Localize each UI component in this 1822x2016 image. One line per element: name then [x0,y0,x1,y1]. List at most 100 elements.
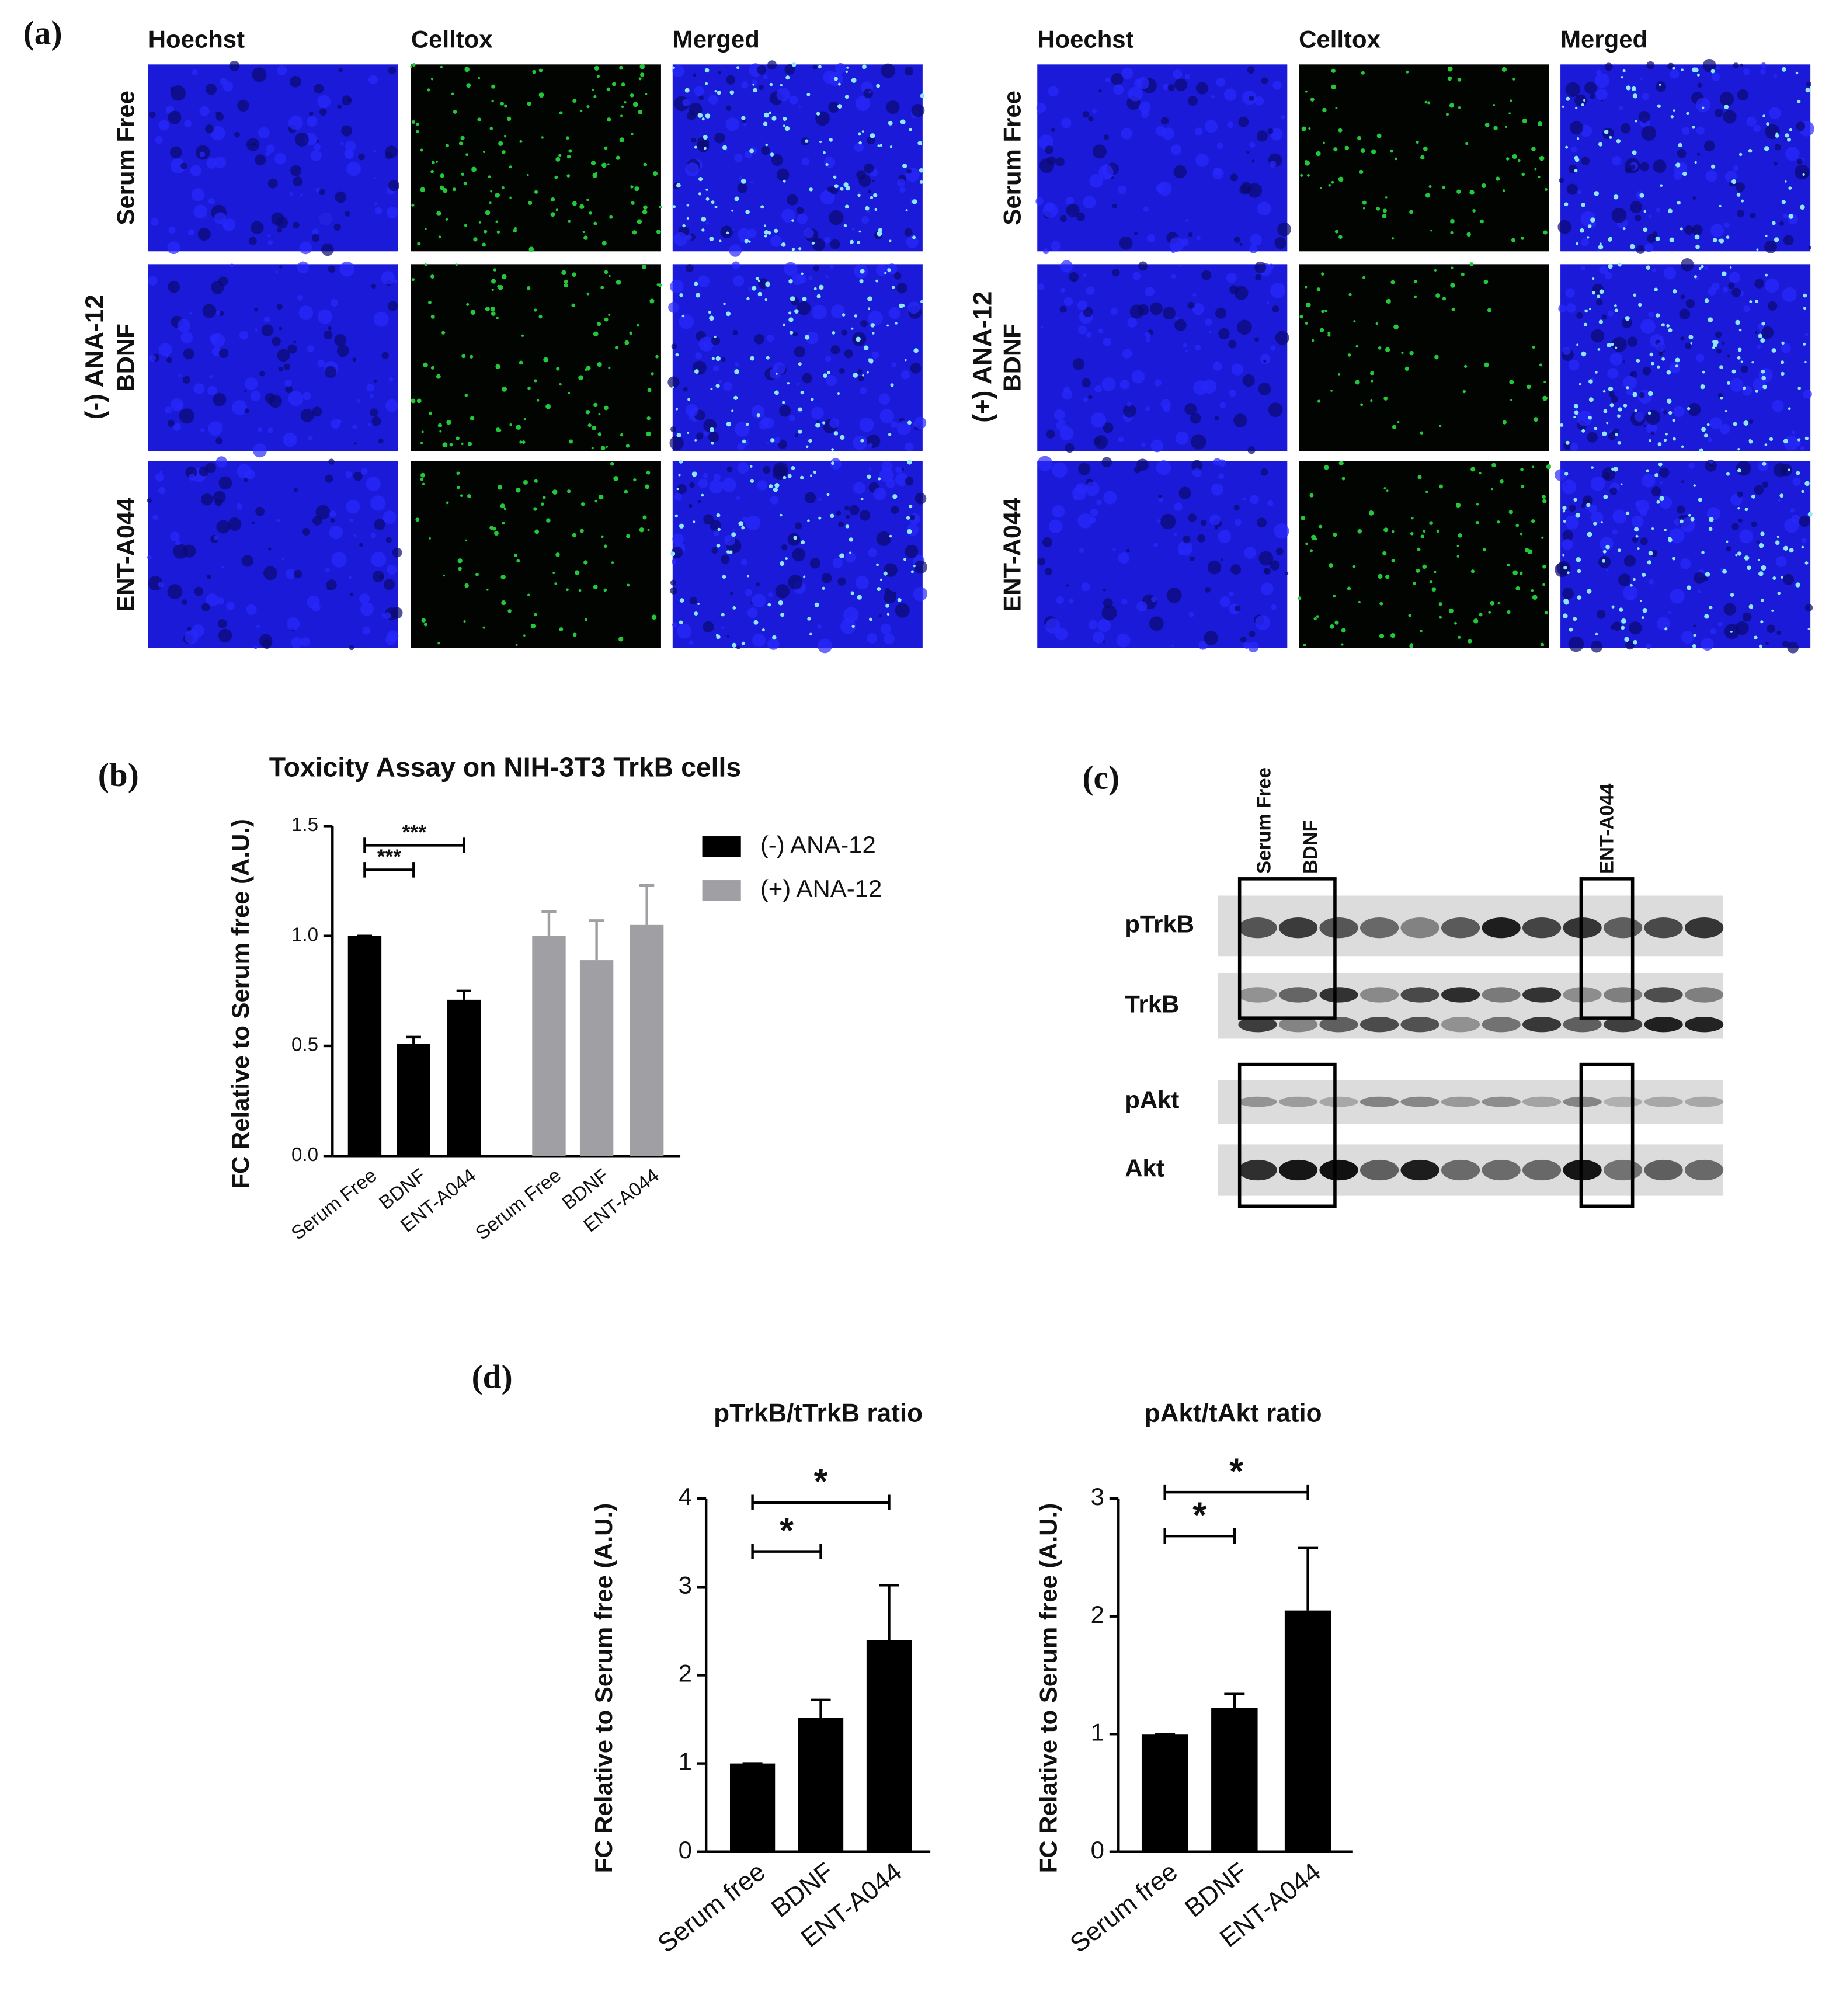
texture [387,564,397,575]
dot [1458,106,1461,109]
dot [1775,540,1780,545]
dot [865,206,870,211]
micrograph [1037,260,1289,454]
y-axis-label: FC Relative to Serum free (A.U.) [1034,1503,1062,1873]
texture [1093,631,1105,644]
dot [1783,439,1789,444]
dot [449,443,453,447]
dot [1420,155,1425,160]
texture [1795,164,1810,180]
dot [1654,473,1659,478]
texture [1133,467,1141,474]
y-axis-label: FC Relative to Serum free (A.U.) [227,819,254,1188]
texture [177,319,191,332]
texture [263,566,277,581]
texture [168,110,182,124]
dot [410,65,413,68]
dot [919,168,924,173]
texture [1239,242,1243,246]
texture [1218,328,1230,340]
texture [859,510,871,521]
bar [729,1763,776,1852]
texture [1765,278,1779,293]
micrograph [670,458,928,654]
dot [1647,560,1652,565]
texture [290,439,293,442]
texture [167,419,175,427]
dot [1611,467,1615,471]
dot [1731,369,1736,374]
texture [843,607,859,623]
texture [1652,231,1658,237]
texture [1160,117,1169,125]
texture [1565,82,1580,98]
texture [1046,429,1055,439]
texture [314,84,324,94]
texture [771,154,783,166]
dot [879,578,882,581]
dot [1665,432,1668,436]
dot [1804,436,1809,440]
dot [606,446,608,448]
texture [1226,272,1237,283]
dot [1438,425,1442,427]
texture [775,584,790,599]
texture [1727,354,1730,358]
texture [1669,362,1681,374]
dot [849,239,854,244]
texture [1750,213,1756,219]
significance-bracket [363,862,415,878]
micrograph [667,261,927,451]
dot [704,68,710,73]
texture [787,194,798,206]
dot [1382,551,1387,556]
texture [314,144,321,151]
texture [830,304,845,319]
texture [179,408,194,424]
dot [618,637,624,642]
texture [1611,207,1627,223]
chart-title: Toxicity Assay on NIH-3T3 TrkB cells [269,752,741,783]
dot [411,203,415,207]
dot [458,141,463,146]
dot [1737,356,1741,360]
dot [883,571,888,576]
dot [496,317,499,319]
texture [829,210,844,225]
texture [276,303,283,310]
texture [737,462,749,474]
texture [1218,473,1225,479]
dot [1565,440,1570,445]
dot [559,383,562,386]
texture [867,633,878,644]
texture [1247,66,1255,74]
dot [464,224,467,227]
dot [722,145,728,150]
texture [788,575,803,590]
dot [445,144,449,148]
texture [308,111,314,116]
texture [1723,110,1737,124]
texture [1623,585,1638,600]
texture [210,126,225,141]
legend-swatch [702,836,741,857]
dot [1370,399,1373,402]
dot [1307,173,1310,177]
dot [1574,410,1579,415]
dot [509,423,512,426]
dot [745,422,749,426]
texture [1155,126,1166,137]
dot [1661,357,1665,361]
dot [528,246,534,252]
texture [215,437,223,445]
dot [633,478,637,482]
dot [1788,468,1790,471]
dot [461,442,464,445]
dot [495,193,500,198]
dot [1419,629,1423,632]
texture [830,458,842,470]
dot [716,635,721,639]
dot [1616,138,1621,144]
dot [1359,169,1364,175]
dot [583,235,588,240]
